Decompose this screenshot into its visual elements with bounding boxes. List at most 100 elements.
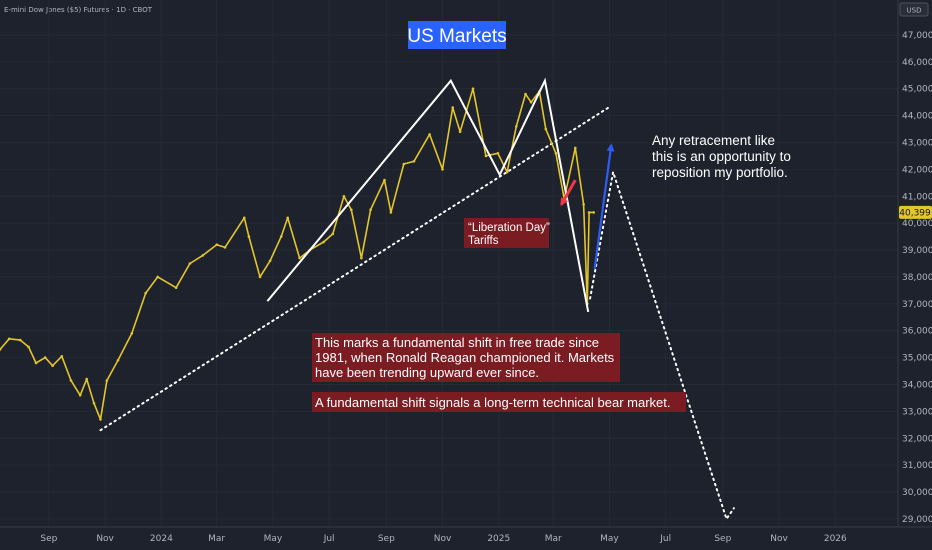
y-tick-label: 41,000 [902, 192, 932, 202]
x-tick-label: Nov [770, 534, 788, 544]
price-point [587, 211, 591, 214]
price-point [116, 359, 120, 362]
price-point [188, 262, 192, 265]
price-point [130, 332, 134, 335]
price-point [428, 133, 431, 136]
price-point [298, 256, 301, 260]
price-point [360, 256, 363, 260]
overlay-layer [266, 77, 735, 522]
currency-label: USD [907, 7, 922, 15]
x-tick-label: May [264, 534, 283, 544]
x-ticks: Sep Nov 2024 Mar May Jul Sep Nov 2025 Mar May Jul Se… [40, 534, 847, 544]
x-tick-label: Sep [378, 534, 395, 544]
price-point [7, 337, 11, 341]
y-tick-label: 45,000 [902, 85, 932, 95]
annotation-bear-market-line-1: A fundamental shift signals a long-term … [315, 395, 671, 410]
price-point [78, 394, 82, 397]
chart-title-bg [408, 21, 506, 49]
price-point [451, 106, 455, 109]
annotation-free-trade-bg [312, 333, 620, 382]
x-tick-label: 2026 [824, 534, 847, 544]
x-tick-label: 2025 [487, 534, 510, 544]
price-point [34, 361, 38, 365]
currency-badge-box [899, 2, 929, 17]
price-point [369, 208, 372, 211]
price-point [19, 338, 22, 342]
price-point [322, 240, 325, 244]
price-point [69, 379, 73, 382]
y-tick-label: 29,000 [902, 515, 932, 525]
x-tick-label: Mar [208, 534, 225, 544]
annotation-liberation-day-bg [464, 218, 549, 248]
annotation-liberation-day: “Liberation Day” Tariffs [464, 218, 550, 248]
x-tick-label: Jul [659, 534, 671, 544]
y-tick-label: 34,000 [902, 380, 932, 390]
price-point [258, 275, 262, 279]
annotation-retracement-line-2: this is an opportunity to [652, 149, 791, 164]
price-point [554, 152, 558, 155]
x-tick-label: May [600, 534, 619, 544]
price-point [389, 211, 393, 214]
x-tick-label: Sep [40, 534, 57, 544]
y-tick-label: 31,000 [902, 461, 932, 471]
price-point [0, 348, 2, 351]
y-ticks: 29,000 30,000 31,000 32,000 33,000 34,000 35,0… [902, 31, 932, 525]
y-tick-label: 44,000 [902, 112, 932, 122]
annotation-retracement-line-3: reposition my portfolio. [652, 165, 788, 180]
y-tick-label: 35,000 [902, 354, 932, 364]
y-tick-label: 42,000 [902, 165, 932, 175]
price-point [215, 243, 218, 246]
price-point [99, 418, 102, 421]
price-point [243, 216, 246, 220]
price-point [60, 355, 64, 358]
price-point [27, 345, 30, 349]
price-point [331, 232, 335, 236]
y-tick-label: 46,000 [902, 58, 932, 68]
price-point [496, 152, 500, 155]
chart-title: US Markets [407, 26, 506, 47]
y-tick-label: 30,000 [902, 488, 932, 498]
price-point [43, 356, 47, 359]
annotation-free-trade-line-1: This marks a fundamental shift in free t… [315, 335, 599, 350]
price-point [105, 379, 109, 382]
price-point [458, 130, 462, 134]
price-point [279, 235, 283, 238]
price-point [174, 286, 178, 290]
price-point [85, 377, 88, 381]
price-point [524, 92, 527, 96]
price-point [471, 87, 475, 90]
x-tick-label: 2024 [150, 534, 173, 544]
chart-title-box: US Markets [407, 21, 507, 49]
annotation-liberation-day-line-1: “Liberation Day” [468, 222, 550, 234]
blue-arrow [593, 143, 615, 270]
last-price-badge: 40,399 [899, 205, 932, 219]
x-tick-label: Nov [96, 534, 114, 544]
price-point [201, 254, 205, 257]
price-point [350, 208, 353, 211]
annotation-bear-market-bg [312, 392, 686, 412]
price-point [582, 203, 585, 206]
y-tick-label: 47,000 [902, 31, 932, 41]
annotation-retracement-line-1: Any retracement like [652, 133, 775, 148]
price-point [441, 168, 444, 171]
price-point [268, 259, 272, 263]
price-point [286, 216, 290, 220]
y-tick-label: 39,000 [902, 246, 932, 256]
pattern-zigzag [266, 77, 590, 313]
y-tick-label: 32,000 [902, 434, 932, 444]
currency-badge[interactable]: USD [899, 2, 929, 17]
price-point [592, 211, 595, 214]
price-point [412, 160, 416, 163]
x-tick-label: Sep [714, 534, 731, 544]
price-point [544, 127, 548, 131]
y-tick-label: 37,000 [902, 300, 932, 310]
y-tick-label: 38,000 [902, 273, 932, 283]
y-tick-label: 33,000 [902, 407, 932, 417]
last-price-box [899, 205, 932, 219]
x-tick-label: Mar [545, 534, 562, 544]
price-point [92, 402, 96, 405]
trendline-dotted [99, 106, 610, 432]
pattern-layer [99, 106, 610, 432]
